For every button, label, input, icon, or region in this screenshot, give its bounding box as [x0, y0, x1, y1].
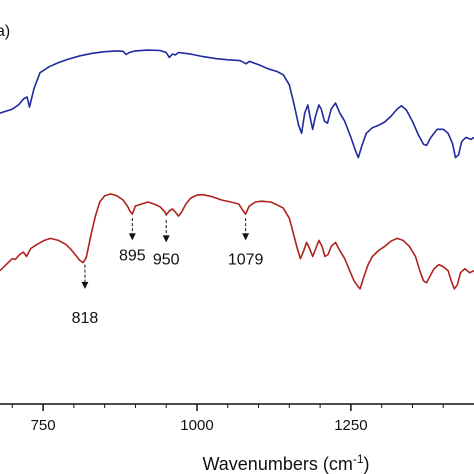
x-axis-title-sup: -1 — [353, 452, 364, 466]
panel-label: a) — [0, 23, 10, 40]
x-tick-label-750: 750 — [31, 417, 56, 434]
x-ticks: 750 1000 1250 — [11, 404, 444, 434]
x-tick-label-1250: 1250 — [334, 417, 367, 434]
annotation-arrowhead-895 — [128, 233, 136, 241]
annotation-label-818: 818 — [72, 310, 99, 327]
plot-area: 818 895 950 1079 — [0, 49, 474, 327]
annotation-arrowhead-818 — [81, 281, 89, 289]
annotation-label-950: 950 — [153, 252, 180, 269]
x-axis-title-close: ) — [364, 454, 370, 474]
series-line-2 — [0, 193, 474, 290]
x-tick-label-1000: 1000 — [180, 417, 213, 434]
annotation-arrowhead-1079 — [242, 233, 250, 241]
x-axis-title-main: Wavenumbers (cm — [202, 454, 352, 474]
annotation-label-895: 895 — [119, 248, 146, 265]
x-axis-title: Wavenumbers (cm-1) — [202, 452, 369, 474]
annotation-arrowhead-950 — [162, 235, 170, 243]
series-line-1 — [0, 49, 474, 159]
annotation-label-1079: 1079 — [228, 252, 264, 269]
